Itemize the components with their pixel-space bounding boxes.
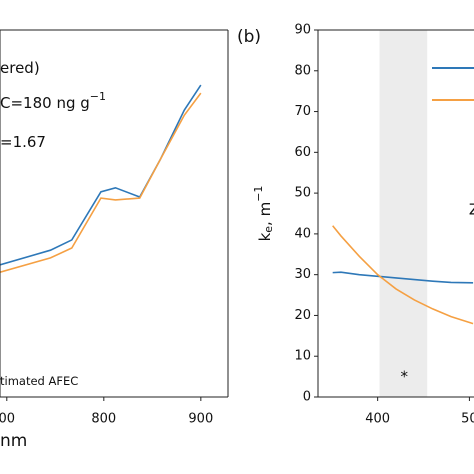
x-axis-label: nm xyxy=(0,431,27,451)
annotation: Z xyxy=(469,200,474,218)
annotation: timated AFEC xyxy=(0,374,78,388)
x-tick-label: 800 xyxy=(91,412,116,427)
data-line xyxy=(0,92,202,273)
annotation-sup: −1 xyxy=(90,90,106,103)
annotation-text: timated AFEC xyxy=(0,374,78,388)
x-tick-label: 00 xyxy=(0,412,15,427)
panel-label: (b) xyxy=(237,27,261,47)
x-tick-label: 50 xyxy=(461,412,474,427)
label-sup: −1 xyxy=(252,186,265,202)
y-tick-label: 50 xyxy=(294,186,311,201)
data-line xyxy=(0,84,202,266)
label-main: k xyxy=(256,232,274,241)
y-tick-label: 60 xyxy=(294,145,311,160)
label-rest: , m xyxy=(256,202,274,226)
x-tick-label: 900 xyxy=(188,412,213,427)
y-tick-label: 70 xyxy=(294,104,311,119)
annotation-text: =1.67 xyxy=(0,133,46,151)
data-line xyxy=(332,271,474,284)
annotation-text: ered) xyxy=(0,59,40,77)
shaded-band xyxy=(379,30,428,397)
y-tick-label: 20 xyxy=(294,308,311,323)
annotation: =1.67 xyxy=(0,133,46,151)
y-tick-label: 10 xyxy=(294,349,311,364)
y-tick-label: 40 xyxy=(294,226,311,241)
y-tick-label: 30 xyxy=(294,267,311,282)
annotation: C=180 ng g−1 xyxy=(0,90,106,112)
y-tick-label: 0 xyxy=(303,390,311,405)
annotation-text: Z xyxy=(469,200,474,218)
annotation: ered) xyxy=(0,59,40,77)
label-sub: e xyxy=(262,226,275,233)
annotation-text: C=180 ng g xyxy=(0,94,90,112)
annotation-text: * xyxy=(401,367,409,385)
annotation: * xyxy=(401,367,409,385)
x-tick-label: 400 xyxy=(365,412,390,427)
y-tick-label: 80 xyxy=(294,63,311,78)
data-line xyxy=(332,225,474,325)
y-axis-label: ke, m−1 xyxy=(252,186,275,242)
y-tick-label: 90 xyxy=(294,23,311,38)
